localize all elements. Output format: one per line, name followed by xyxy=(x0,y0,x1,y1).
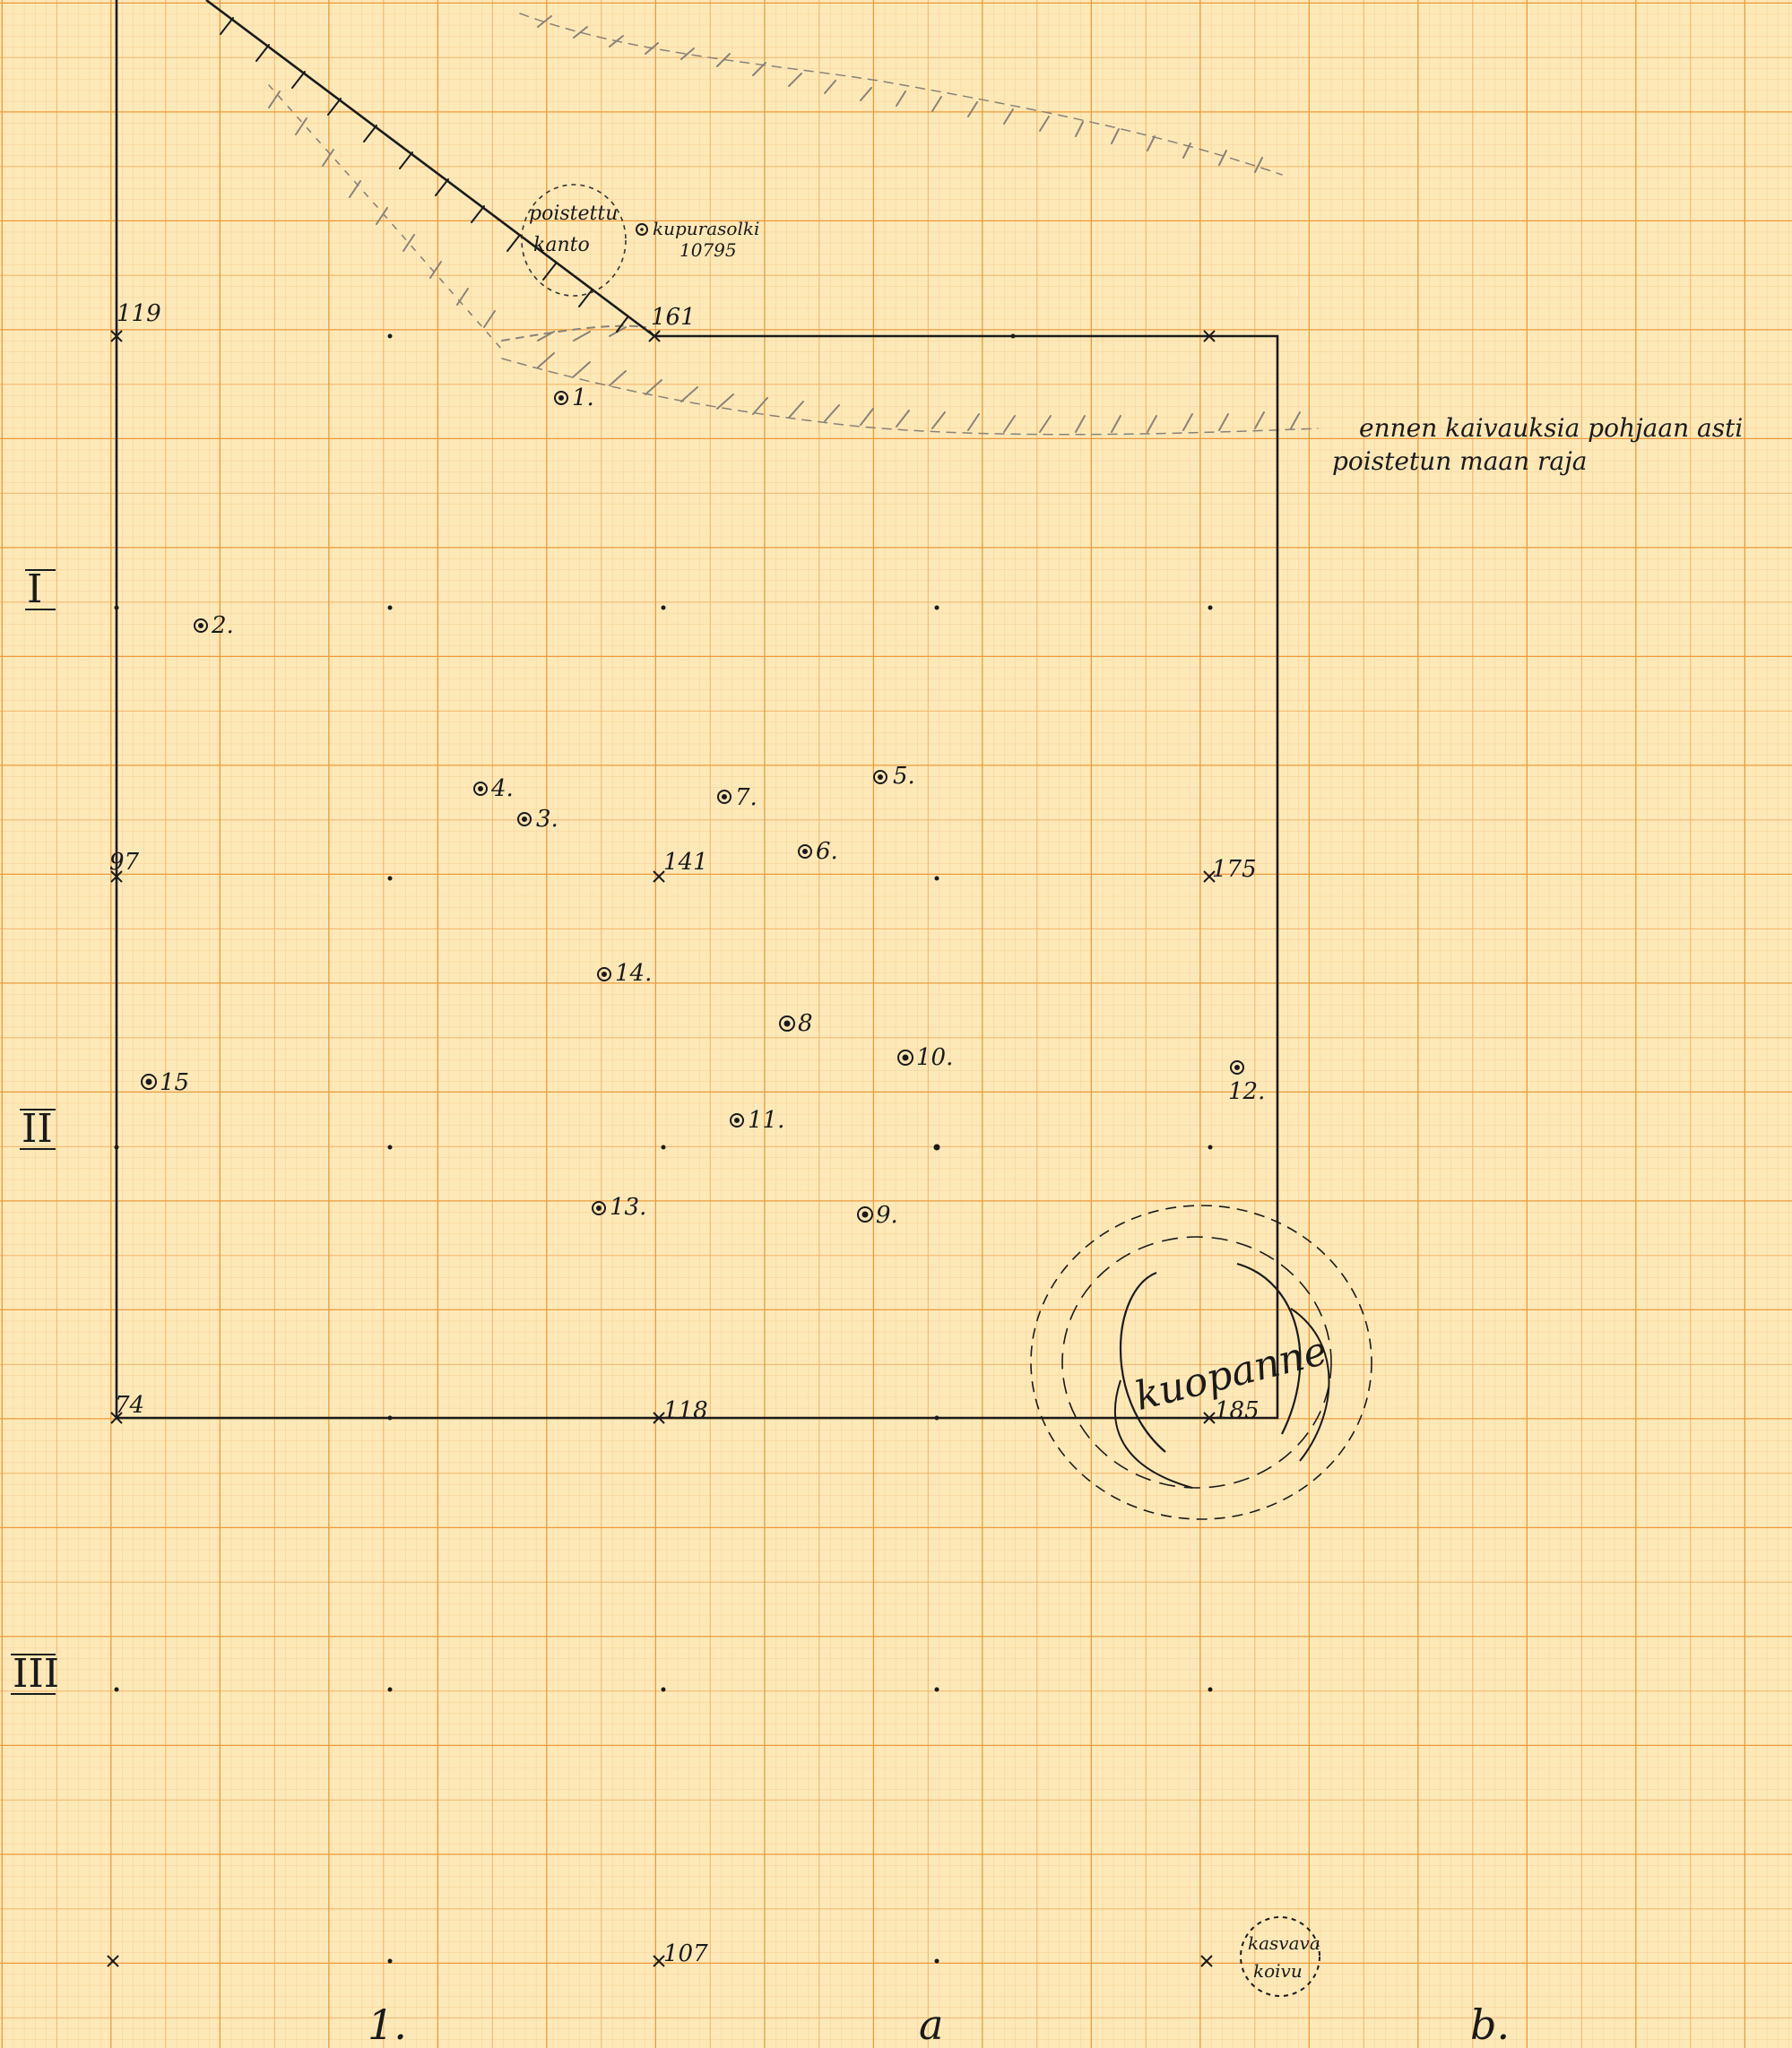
svg-text:1.: 1. xyxy=(572,385,594,411)
find-10: 10. xyxy=(897,1044,953,1071)
row-label-i: I xyxy=(27,566,42,612)
svg-text:2.: 2. xyxy=(211,612,234,639)
boundary-note-line1: ennen kaivauksia pohjaan asti xyxy=(1359,413,1743,443)
column-labels: 1. a b. xyxy=(368,2000,1510,2048)
svg-text:9.: 9. xyxy=(876,1202,898,1229)
label-118: 118 xyxy=(663,1397,708,1424)
find-15: 15 xyxy=(141,1069,189,1096)
removed-stump: poistettu kanto xyxy=(521,184,627,297)
svg-text:14.: 14. xyxy=(615,960,652,987)
corner-crosses xyxy=(107,330,1216,1967)
buckle-number: 10795 xyxy=(680,239,737,261)
svg-text:11.: 11. xyxy=(748,1107,784,1134)
find-11: 11. xyxy=(730,1107,784,1134)
boundary-note-line2: poistetun maan raja xyxy=(1332,446,1587,476)
find-12: 12. xyxy=(1228,1060,1265,1105)
boundary-note: ennen kaivauksia pohjaan asti poistetun … xyxy=(1332,413,1743,476)
label-175: 175 xyxy=(1212,856,1257,883)
svg-text:3.: 3. xyxy=(536,806,558,833)
buckle-name: kupurasolki xyxy=(653,218,759,239)
svg-text:8: 8 xyxy=(798,1010,813,1037)
svg-text:15: 15 xyxy=(160,1069,189,1096)
trench-outline xyxy=(115,0,1279,1420)
grid-survey-points xyxy=(114,333,1213,1964)
removed-soil-boundary-hachures xyxy=(268,13,1319,436)
find-6: 6. xyxy=(798,838,838,865)
find-13: 13. xyxy=(592,1194,646,1221)
find-8: 8 xyxy=(779,1010,813,1037)
stump-label-line2: kanto xyxy=(533,234,590,256)
label-74: 74 xyxy=(115,1392,144,1419)
find-4: 4. xyxy=(473,775,514,802)
label-141: 141 xyxy=(663,849,708,876)
find-1: 1. xyxy=(554,385,594,411)
find-14: 14. xyxy=(597,960,652,987)
find-2: 2. xyxy=(194,612,234,639)
label-107: 107 xyxy=(663,1940,708,1967)
diagonal-hatches xyxy=(220,17,628,333)
row-labels: I II III xyxy=(11,566,59,1697)
birch-label-line1: kasvava xyxy=(1248,1932,1320,1954)
label-97: 97 xyxy=(109,849,140,876)
stump-label-line1: poistettu xyxy=(529,203,618,225)
find-markers: 1. 2. 3. 4. 5. 6. 7. 8 9. 10. 11. 12. 13… xyxy=(141,385,1265,1229)
column-label-1: 1. xyxy=(368,2000,407,2048)
growing-birch: kasvava koivu xyxy=(1240,1916,1320,1997)
find-9: 9. xyxy=(857,1202,898,1229)
column-label-a: a xyxy=(919,2000,943,2048)
buckle-find: kupurasolki 10795 xyxy=(636,218,759,261)
find-3: 3. xyxy=(517,806,558,833)
birch-label-line2: koivu xyxy=(1253,1960,1303,1982)
svg-text:6.: 6. xyxy=(816,838,838,865)
svg-text:4.: 4. xyxy=(490,775,514,802)
column-label-b: b. xyxy=(1470,2000,1510,2048)
label-119: 119 xyxy=(117,300,161,327)
svg-text:10.: 10. xyxy=(916,1044,953,1071)
row-label-ii: II xyxy=(22,1106,53,1152)
svg-text:12.: 12. xyxy=(1228,1078,1265,1105)
svg-text:13.: 13. xyxy=(610,1194,646,1221)
svg-text:5.: 5. xyxy=(893,763,915,790)
find-7: 7. xyxy=(717,784,757,811)
find-5: 5. xyxy=(873,763,915,790)
row-label-iii: III xyxy=(13,1651,59,1697)
label-161: 161 xyxy=(651,304,696,331)
label-185: 185 xyxy=(1215,1397,1260,1424)
corner-height-labels: 119 161 97 141 175 74 118 185 107 xyxy=(109,300,1260,1967)
svg-text:7.: 7. xyxy=(735,784,757,811)
